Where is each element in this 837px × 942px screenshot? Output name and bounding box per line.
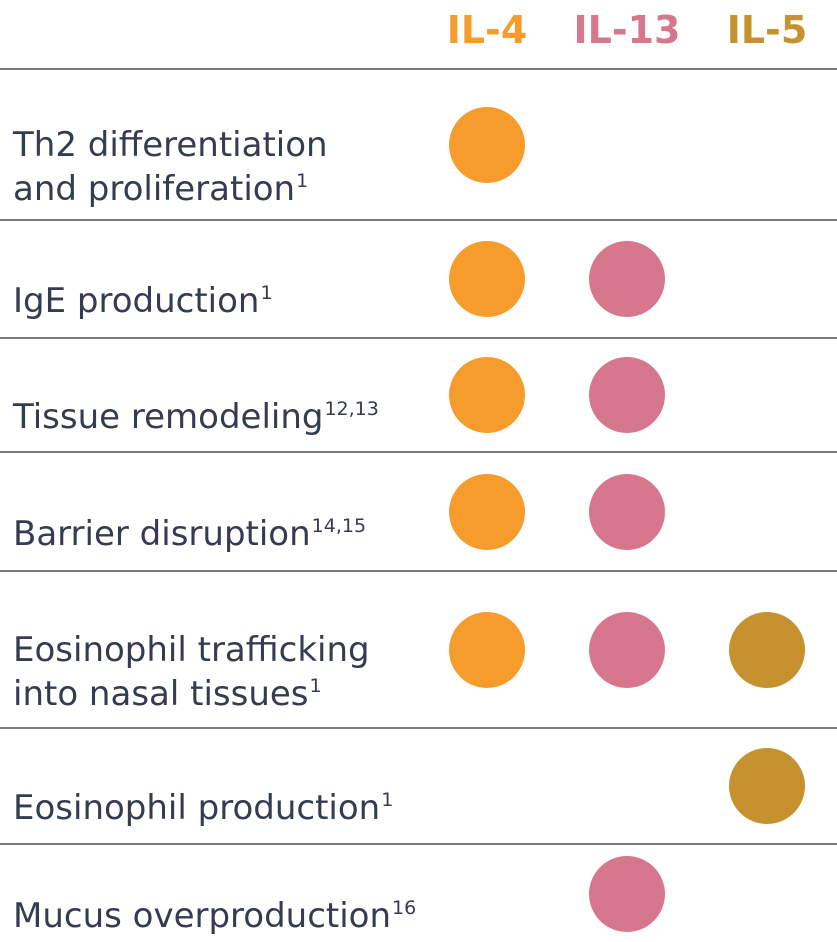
il13-dot [589,241,665,317]
cell-il13 [557,241,697,317]
column-header-il4-label: IL-4 [446,8,528,52]
il4-dot [449,357,525,433]
cell-il13 [557,855,697,932]
il4-dot [449,106,525,183]
cell-il5 [697,241,837,317]
reference-superscript: 12,13 [324,398,379,420]
column-header-il5-label: IL-5 [726,8,808,52]
column-header-il4: IL-4 [417,11,557,57]
cell-il4 [417,106,557,183]
il4-dot [449,611,525,688]
cell-il13 [557,611,697,688]
il5-dot [729,748,805,824]
cell-il4 [417,611,557,688]
row-label: Mucus overproduction [13,895,392,936]
table-row: Tissue remodeling12,13 [0,337,837,451]
cell-il13 [557,473,697,550]
cell-il4 [417,473,557,550]
row-label-cell: Eosinophil production1 [0,742,417,830]
row-label: Barrier disruption [13,513,311,554]
cell-il4 [417,748,557,824]
il13-dot [589,473,665,550]
row-label: IgE production [13,281,260,321]
column-header-il13: IL-13 [557,11,697,57]
reference-superscript: 1 [309,674,322,697]
il4-dot [449,241,525,317]
il13-dot [589,357,665,433]
cell-il5 [697,856,837,932]
row-label: Eosinophil trafficking into nasal tissue… [13,629,370,714]
row-label-cell: Barrier disruption14,15 [0,468,417,556]
cell-il13 [557,357,697,433]
table-row: Barrier disruption14,15 [0,451,837,570]
row-label-cell: Eosinophil trafficking into nasal tissue… [0,584,417,716]
il13-dot [589,855,665,932]
reference-superscript: 14,15 [311,514,367,537]
row-label-cell: IgE production1 [0,235,417,323]
table-row: Mucus overproduction16 [0,843,837,942]
row-label: Th2 differentiation and proliferation [13,124,328,209]
reference-superscript: 1 [381,789,394,811]
il4-dot [449,473,525,550]
table-row: Eosinophil trafficking into nasal tissue… [0,570,837,727]
cell-il5 [697,357,837,433]
cell-il4 [417,241,557,317]
row-label-cell: Tissue remodeling12,13 [0,351,417,439]
cell-il13 [557,107,697,183]
header-row: IL-4 IL-13 IL-5 [0,0,837,68]
cell-il5 [697,474,837,550]
row-label-cell: Mucus overproduction16 [0,850,417,938]
reference-superscript: 1 [260,282,273,304]
column-header-il5: IL-5 [697,11,837,57]
cell-il4 [417,856,557,932]
row-label-cell: Th2 differentiation and proliferation1 [0,79,417,211]
il5-dot [729,611,805,688]
cell-il5 [697,107,837,183]
table-row: IgE production1 [0,219,837,337]
row-label: Eosinophil production [13,788,381,828]
reference-superscript: 16 [392,896,417,919]
cell-il5 [697,748,837,824]
table-row: Eosinophil production1 [0,727,837,843]
reference-superscript: 1 [296,169,309,192]
cell-il5 [697,611,837,688]
matrix-rows: Th2 differentiation and proliferation1 I… [0,68,837,942]
il13-dot [589,611,665,688]
row-label: Tissue remodeling [13,397,324,437]
table-row: Th2 differentiation and proliferation1 [0,68,837,219]
cell-il4 [417,357,557,433]
cell-il13 [557,748,697,824]
column-header-il13-label: IL-13 [573,8,681,52]
